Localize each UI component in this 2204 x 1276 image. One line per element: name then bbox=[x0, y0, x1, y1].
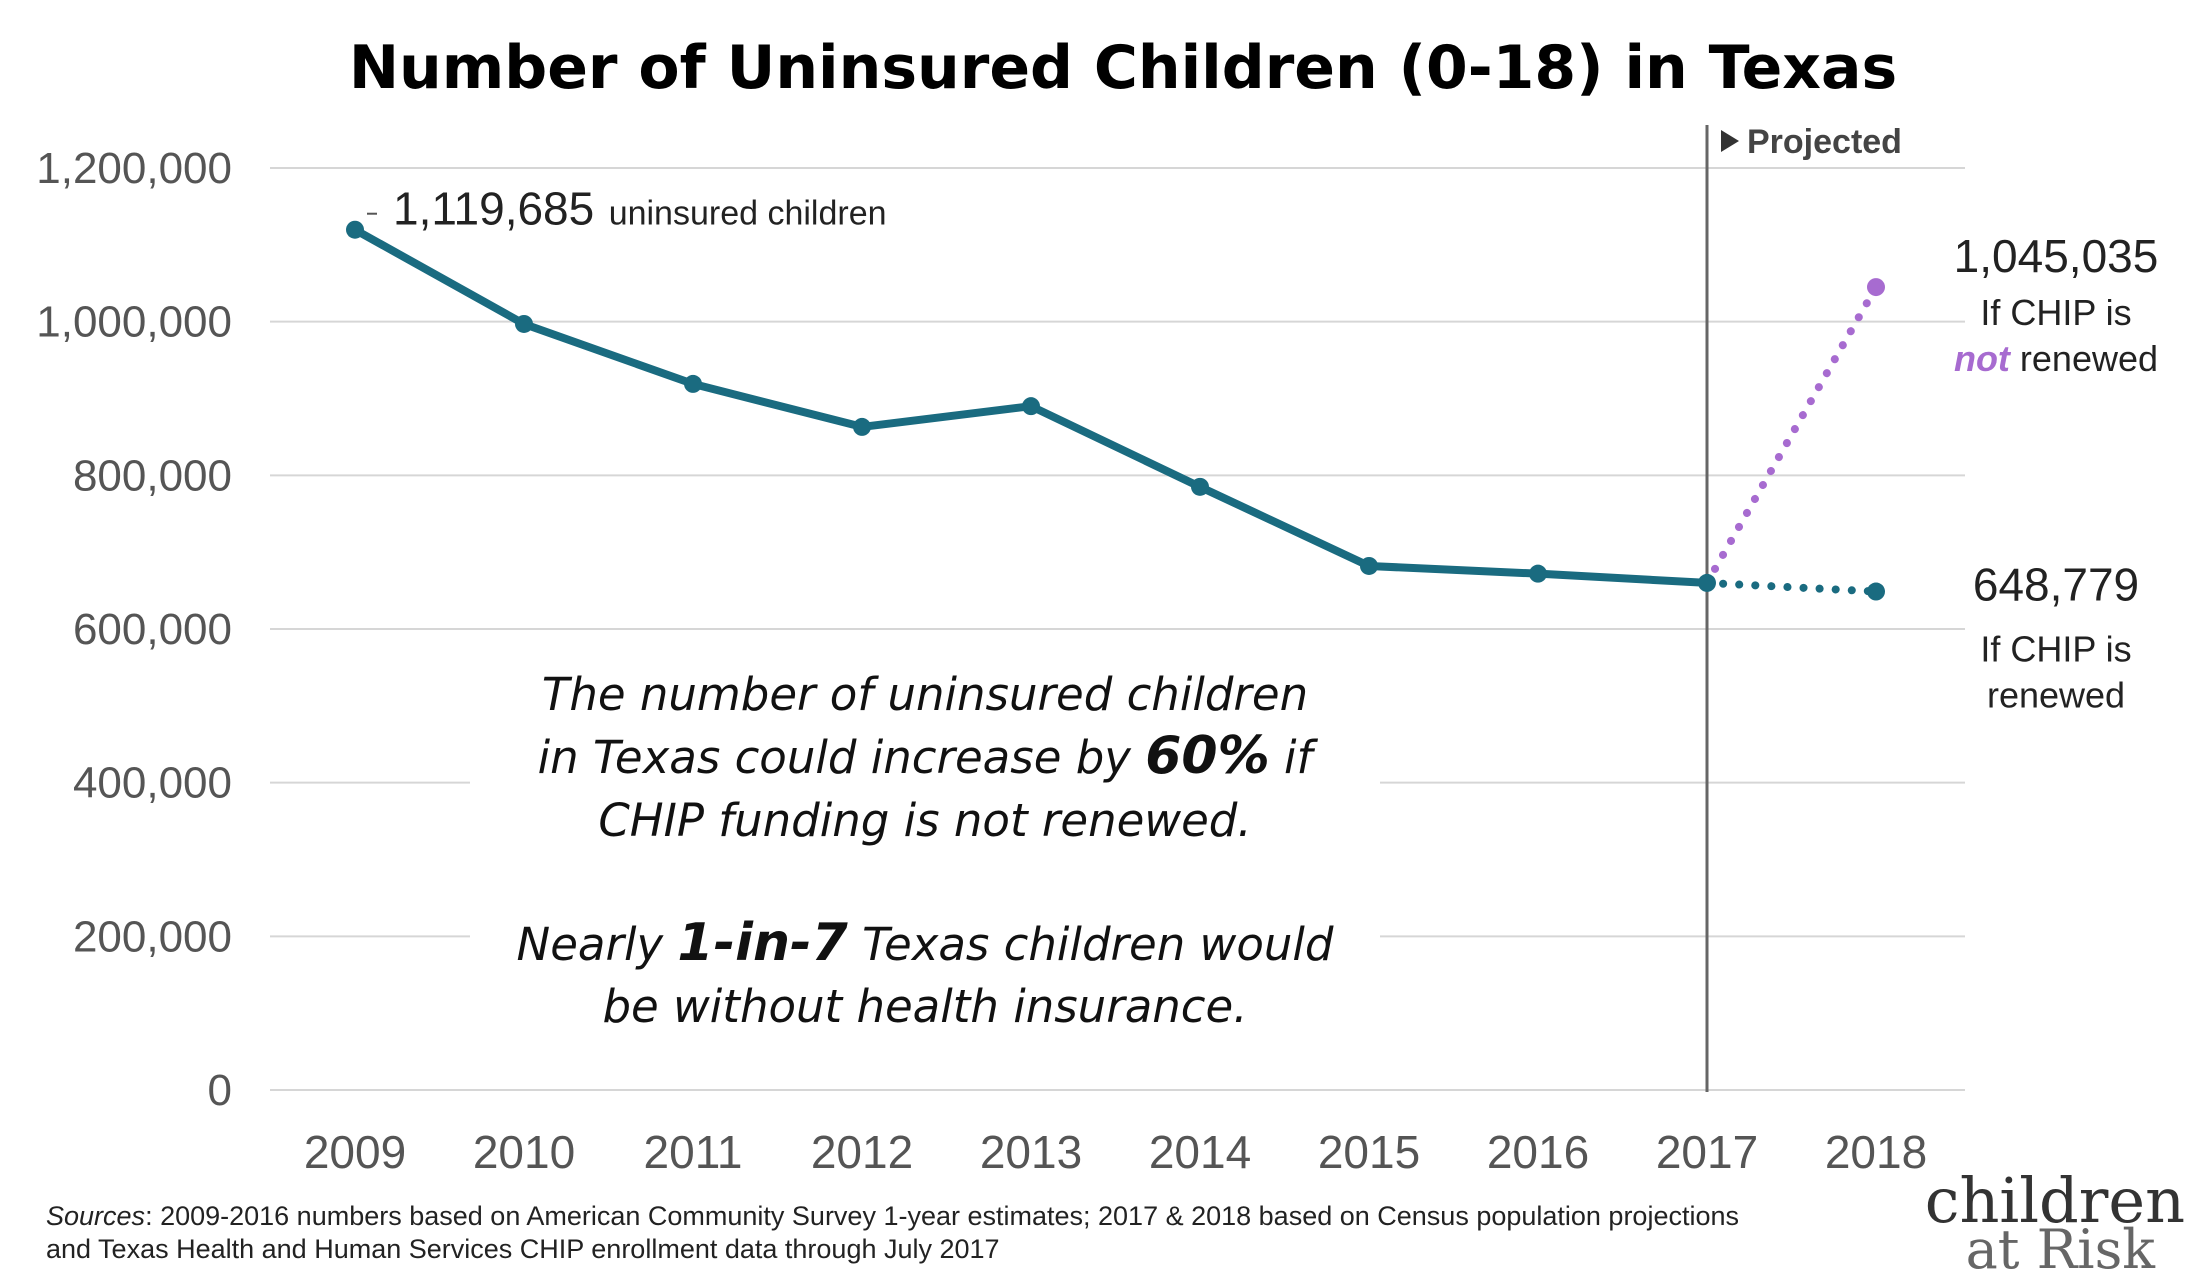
y-tick-label: 400,000 bbox=[73, 759, 232, 808]
data-point bbox=[1529, 564, 1547, 583]
series-uninsured bbox=[346, 220, 1716, 592]
start-value-annotation: 1,119,685 uninsured children bbox=[393, 183, 887, 235]
y-tick-label: 600,000 bbox=[73, 605, 232, 654]
start-value: 1,119,685 bbox=[393, 183, 594, 235]
logo-line-1: children bbox=[1925, 1164, 2185, 1237]
not-renewed-label-line2: not renewed bbox=[1954, 338, 2158, 379]
callout-line-2: in Texas could increase by 60% if bbox=[538, 726, 1319, 786]
data-point bbox=[1022, 397, 1040, 416]
y-tick-label: 0 bbox=[208, 1066, 232, 1115]
x-tick-label: 2009 bbox=[304, 1126, 406, 1178]
callout-line-5: be without health insurance. bbox=[602, 980, 1247, 1033]
x-tick-label: 2010 bbox=[473, 1126, 575, 1178]
data-point bbox=[1867, 582, 1885, 601]
y-tick-label: 1,000,000 bbox=[36, 298, 232, 347]
not-renewed-rest: renewed bbox=[2010, 338, 2158, 379]
series-chip-renewed-line bbox=[1703, 578, 1880, 596]
callout-line-4-post: Texas children would bbox=[848, 918, 1334, 971]
data-point bbox=[1191, 477, 1209, 496]
callout-text: The number of uninsured children in Texa… bbox=[517, 668, 1334, 1033]
x-tick-label: 2013 bbox=[980, 1126, 1082, 1178]
y-axis-ticks: 0 200,000 400,000 600,000 800,000 1,000,000 1,… bbox=[36, 144, 232, 1115]
sources-line-1: Sources: 2009-2016 numbers based on Amer… bbox=[46, 1201, 1739, 1231]
callout-line-4: Nearly 1-in-7 Texas children would bbox=[517, 913, 1334, 973]
data-point bbox=[1698, 573, 1716, 592]
y-tick-label: 1,200,000 bbox=[36, 144, 232, 193]
callout-1-in-7: 1-in-7 bbox=[677, 913, 848, 973]
data-point bbox=[853, 417, 871, 436]
renewed-value: 648,779 bbox=[1973, 559, 2139, 611]
series-chip-not-renewed bbox=[1703, 278, 1885, 587]
chart-title: Number of Uninsured Children (0-18) in T… bbox=[349, 33, 1897, 103]
renewed-label-line1: If CHIP is bbox=[1980, 629, 2131, 670]
data-point bbox=[346, 220, 364, 239]
not-renewed-label-line1: If CHIP is bbox=[1980, 292, 2131, 333]
children-at-risk-logo: children at Risk bbox=[1925, 1164, 2185, 1276]
not-renewed-emphasis: not bbox=[1954, 338, 2012, 379]
sources-text-1: : 2009-2016 numbers based on American Co… bbox=[145, 1201, 1739, 1231]
x-tick-label: 2012 bbox=[811, 1126, 913, 1178]
sources-label: Sources bbox=[46, 1201, 145, 1231]
not-renewed-value: 1,045,035 bbox=[1954, 230, 2159, 282]
projection-arrow-icon bbox=[1721, 130, 1739, 152]
projection-label: Projected bbox=[1747, 123, 1902, 161]
callout-line-2-post: if bbox=[1270, 731, 1319, 784]
y-tick-label: 800,000 bbox=[73, 451, 232, 500]
sources-line-2: and Texas Health and Human Services CHIP… bbox=[46, 1234, 1000, 1264]
series-layer bbox=[346, 212, 1885, 601]
callout-background bbox=[470, 660, 1380, 1060]
series-chip-renewed bbox=[1703, 578, 1885, 601]
renewed-label-line2: renewed bbox=[1987, 675, 2125, 716]
callout-line-3: CHIP funding is not renewed. bbox=[598, 794, 1251, 847]
start-value-suffix: uninsured children bbox=[609, 195, 887, 233]
x-axis-ticks: 2009 2010 2011 2012 2013 2014 2015 2016 2017 2018 bbox=[304, 1126, 1927, 1178]
x-tick-label: 2018 bbox=[1825, 1126, 1927, 1178]
callout-60-percent: 60% bbox=[1145, 726, 1269, 786]
x-tick-label: 2011 bbox=[644, 1126, 743, 1178]
callout-line-4-pre: Nearly bbox=[517, 918, 678, 971]
x-tick-label: 2017 bbox=[1656, 1126, 1758, 1178]
x-tick-label: 2014 bbox=[1149, 1126, 1251, 1178]
x-tick-label: 2016 bbox=[1487, 1126, 1589, 1178]
data-point bbox=[684, 374, 702, 393]
data-point bbox=[515, 314, 533, 333]
y-tick-label: 200,000 bbox=[73, 912, 232, 961]
callout-line-2-pre: in Texas could increase by bbox=[538, 731, 1146, 784]
data-point bbox=[1867, 278, 1885, 297]
data-point bbox=[1360, 556, 1378, 575]
series-chip-not-renewed-line bbox=[1703, 283, 1880, 587]
callout-line-1: The number of uninsured children bbox=[542, 668, 1308, 721]
logo-line-2: at Risk bbox=[1966, 1218, 2157, 1276]
x-tick-label: 2015 bbox=[1318, 1126, 1420, 1178]
